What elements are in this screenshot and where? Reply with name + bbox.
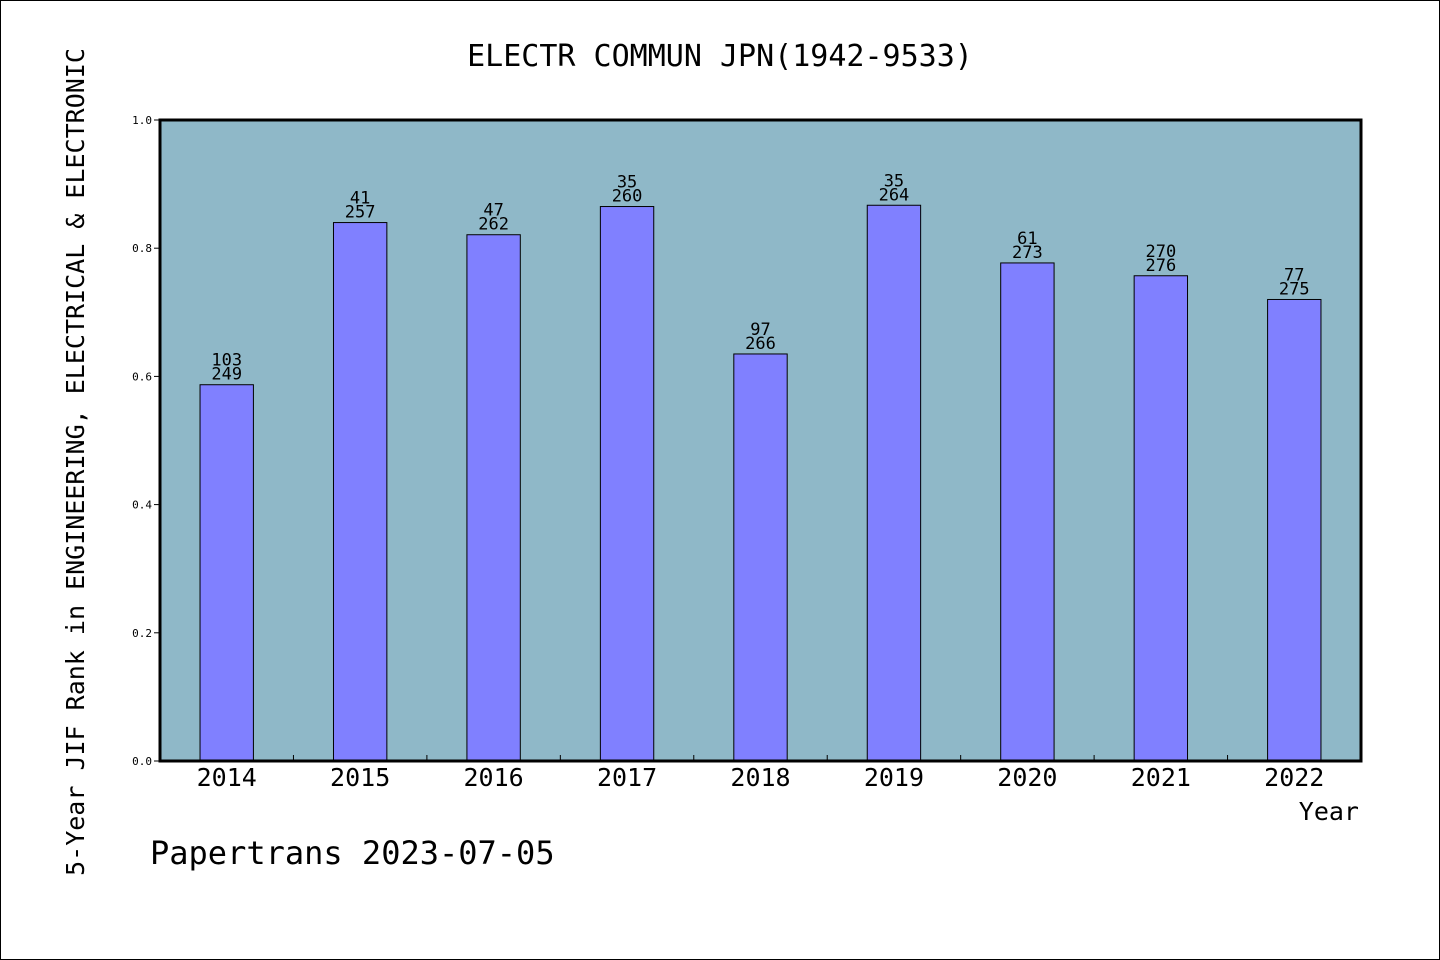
y-tick-label: 0.4 <box>132 499 152 512</box>
bar-2014 <box>199 384 254 762</box>
bar-rank-label: 103 <box>211 351 242 371</box>
x-tick-label: 2018 <box>730 763 790 792</box>
bar-2017 <box>599 206 655 762</box>
bar-rank-label: 41 <box>350 189 370 209</box>
bar-2022 <box>1267 298 1322 762</box>
bar-rank-label: 61 <box>1017 229 1037 249</box>
bar-rank-label: 35 <box>617 173 637 193</box>
bar-rank-label: 47 <box>483 201 503 221</box>
bar-total-label: 275 <box>1279 279 1310 299</box>
bar-total-label: 264 <box>879 185 910 205</box>
bar-2016 <box>466 234 521 762</box>
bar-rank-label: 270 <box>1145 242 1176 262</box>
bar-2021 <box>1133 275 1189 762</box>
bars <box>199 204 1322 762</box>
bar-rank-label: 77 <box>1284 265 1304 285</box>
x-axis-title: Year <box>1299 797 1359 826</box>
y-axis-ticks: 0.0 0.2 0.4 0.6 0.8 1.0 <box>132 114 160 768</box>
bar-2018 <box>733 353 788 762</box>
bar-total-label: 266 <box>745 334 776 354</box>
bar-total-label: 260 <box>612 187 643 207</box>
bar-total-label: 273 <box>1012 243 1043 263</box>
y-tick-label: 0.6 <box>132 370 152 383</box>
x-tick-label: 2015 <box>330 763 390 792</box>
y-tick-label: 0.2 <box>132 627 152 640</box>
bar-2019 <box>866 204 922 762</box>
y-axis-title: 5-Year JIF Rank in ENGINEERING, ELECTRIC… <box>61 48 90 876</box>
bar-rank-label: 97 <box>750 320 770 340</box>
y-tick-label: 0.0 <box>132 755 152 768</box>
x-tick-label: 2017 <box>597 763 657 792</box>
bar-2015 <box>332 222 388 762</box>
bar-total-label: 249 <box>211 365 242 385</box>
chart-title: ELECTR COMMUN JPN(1942-9533) <box>467 39 973 74</box>
x-tick-label: 2022 <box>1264 763 1324 792</box>
bar-total-label: 262 <box>478 215 509 235</box>
y-tick-label: 0.8 <box>132 242 152 255</box>
y-tick-label: 1.0 <box>132 114 152 127</box>
x-tick-label: 2021 <box>1131 763 1191 792</box>
x-tick-label: 2014 <box>197 763 257 792</box>
plot-border <box>158 118 1363 763</box>
bar-total-label: 276 <box>1145 256 1176 276</box>
x-tick-label: 2019 <box>864 763 924 792</box>
bar-total-label: 257 <box>345 203 376 223</box>
bar-2020 <box>1000 262 1055 762</box>
bar-rank-label: 35 <box>884 171 904 191</box>
x-tick-label: 2016 <box>464 763 524 792</box>
x-axis-labels: 2014 2015 2016 2017 2018 2019 2020 2021 2022 <box>197 755 1324 792</box>
footer-credit: Papertrans 2023-07-05 <box>150 834 555 872</box>
x-tick-label: 2020 <box>997 763 1057 792</box>
